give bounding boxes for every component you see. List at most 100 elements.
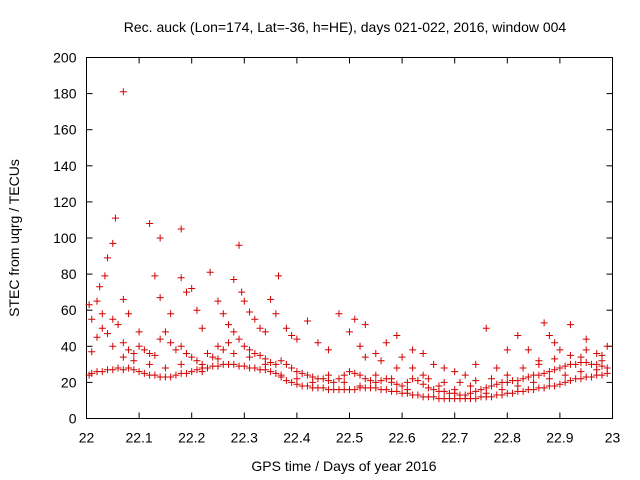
data-point xyxy=(598,351,606,359)
data-point xyxy=(482,389,490,397)
data-point xyxy=(230,360,238,368)
data-point xyxy=(356,382,364,390)
data-point xyxy=(314,339,322,347)
data-point xyxy=(393,387,401,395)
data-point xyxy=(135,368,143,376)
data-point xyxy=(203,350,211,358)
data-point xyxy=(346,368,353,376)
data-point xyxy=(193,366,201,374)
data-point xyxy=(288,378,296,386)
data-point xyxy=(156,294,164,302)
data-point xyxy=(256,324,264,332)
data-point xyxy=(167,373,175,381)
data-point xyxy=(182,350,190,358)
data-point xyxy=(104,254,112,262)
data-point xyxy=(382,339,390,347)
data-point xyxy=(545,368,553,376)
y-tick-label: 80 xyxy=(61,266,77,282)
data-point xyxy=(98,310,106,318)
data-point xyxy=(340,371,348,379)
data-point xyxy=(240,342,248,350)
data-point xyxy=(98,324,106,332)
data-point xyxy=(393,331,401,339)
data-point xyxy=(93,297,101,305)
data-point xyxy=(235,241,243,249)
data-point xyxy=(319,384,327,392)
data-point xyxy=(193,357,201,365)
data-point xyxy=(135,328,143,336)
data-point xyxy=(430,360,438,368)
data-point xyxy=(251,350,259,358)
data-point xyxy=(361,321,369,329)
x-tick-label: 22 xyxy=(79,430,95,446)
data-point xyxy=(530,386,538,394)
data-point xyxy=(251,364,259,372)
data-point xyxy=(188,285,196,293)
x-tick-label: 22.6 xyxy=(388,430,415,446)
data-point xyxy=(524,346,532,354)
data-point xyxy=(288,331,296,339)
data-point xyxy=(472,360,480,368)
data-point xyxy=(598,371,606,379)
data-point xyxy=(177,342,185,350)
x-tick-label: 22.2 xyxy=(178,430,205,446)
data-point xyxy=(293,335,301,343)
data-point xyxy=(109,342,117,350)
data-point xyxy=(277,371,285,379)
data-point xyxy=(540,369,548,377)
data-point xyxy=(130,350,138,358)
plot-area: 22 22.1 22.2 22.3 22.4 22.5 22.6 22.7 22.8 22.9 23… xyxy=(53,50,620,446)
data-point xyxy=(125,364,133,372)
data-point xyxy=(388,375,396,383)
data-point xyxy=(593,350,601,358)
data-point xyxy=(461,391,469,399)
data-point xyxy=(167,339,175,347)
data-point xyxy=(377,377,385,385)
data-point xyxy=(177,225,185,233)
data-point xyxy=(382,386,390,394)
data-point xyxy=(293,375,301,383)
data-point xyxy=(498,386,506,394)
data-point xyxy=(372,350,380,358)
data-point xyxy=(551,382,559,390)
data-point xyxy=(372,378,380,386)
data-point xyxy=(303,317,311,325)
data-point xyxy=(119,353,127,361)
data-point xyxy=(96,283,104,291)
data-point xyxy=(440,387,448,395)
y-tick-label: 100 xyxy=(53,230,77,246)
data-point xyxy=(340,378,348,386)
data-point xyxy=(119,366,127,374)
data-point xyxy=(556,364,564,372)
data-point xyxy=(398,382,406,390)
data-point xyxy=(409,364,417,372)
data-point xyxy=(372,371,380,379)
data-point xyxy=(361,375,369,383)
data-point xyxy=(488,375,496,383)
data-point xyxy=(577,353,585,361)
data-point xyxy=(225,321,233,329)
data-point xyxy=(503,378,511,386)
y-tick-label: 0 xyxy=(69,411,77,427)
data-point xyxy=(503,371,511,379)
data-point xyxy=(109,239,117,247)
data-point xyxy=(540,319,548,327)
y-tick-label: 160 xyxy=(53,122,77,138)
data-point xyxy=(104,330,112,338)
data-point xyxy=(419,380,427,388)
data-point xyxy=(209,353,217,361)
data-point xyxy=(282,324,290,332)
data-point xyxy=(203,364,211,372)
data-point xyxy=(272,310,280,318)
data-point xyxy=(556,346,564,354)
x-tick-label: 23 xyxy=(605,430,621,446)
data-point xyxy=(193,306,201,314)
data-point xyxy=(582,346,590,354)
data-point xyxy=(403,378,411,386)
data-point xyxy=(582,335,590,343)
data-point xyxy=(198,360,206,368)
data-points xyxy=(85,88,611,403)
data-point xyxy=(172,346,180,354)
data-point xyxy=(545,375,553,383)
data-point xyxy=(111,214,119,222)
